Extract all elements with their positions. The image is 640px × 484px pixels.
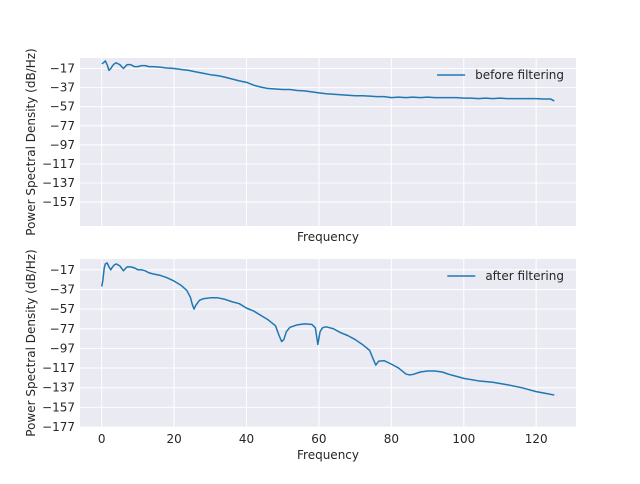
x-tick-label: 60: [311, 432, 326, 446]
y-axis-label: Power Spectral Density (dB/Hz): [24, 249, 38, 436]
y-tick-label: −77: [50, 322, 75, 336]
y-tick-label: −117: [42, 361, 75, 375]
x-tick-label: 100: [452, 432, 475, 446]
series-line-1: [100, 262, 555, 396]
grid-lines: [80, 58, 576, 226]
y-tick-label: −37: [50, 282, 75, 296]
y-tick-label: −17: [50, 62, 75, 76]
x-tick-label: 20: [166, 432, 181, 446]
y-tick-label: −177: [42, 420, 75, 434]
y-tick-label: −137: [42, 381, 75, 395]
subplot-1: −17 −37 −57 −77 −97 −117 −137 −157 Frequency Powe…: [24, 48, 576, 244]
grid-lines: [80, 259, 576, 428]
y-tick-label: −97: [50, 341, 75, 355]
y-tick-label: −57: [50, 100, 75, 114]
plot-background: [80, 259, 576, 427]
y-tick-label: −117: [42, 157, 75, 171]
x-axis-label: Frequency: [297, 230, 359, 244]
subplot-2: −17 −37 −57 −77 −97 −117 −137 −157 −177 0 20 40 60 80…: [24, 249, 576, 462]
y-tick-label: −137: [42, 176, 75, 190]
legend: after filtering: [447, 269, 564, 283]
y-tick-label: −57: [50, 302, 75, 316]
legend-label: after filtering: [485, 269, 564, 283]
x-tick-label: 0: [98, 432, 106, 446]
series-line-1: [101, 60, 555, 102]
y-tick-label: −37: [50, 81, 75, 95]
x-axis-label: Frequency: [297, 448, 359, 462]
legend-label: before filtering: [475, 68, 564, 82]
y-tick-label: −77: [50, 119, 75, 133]
legend: before filtering: [437, 68, 564, 82]
plot-background: [80, 58, 576, 226]
x-tick-label: 40: [239, 432, 254, 446]
y-tick-label: −97: [50, 138, 75, 152]
y-tick-label: −157: [42, 400, 75, 414]
y-tick-label: −157: [42, 195, 75, 209]
x-tick-label: 120: [525, 432, 548, 446]
y-axis-label: Power Spectral Density (dB/Hz): [24, 48, 38, 235]
y-tick-label: −17: [50, 263, 75, 277]
x-tick-label: 80: [384, 432, 399, 446]
